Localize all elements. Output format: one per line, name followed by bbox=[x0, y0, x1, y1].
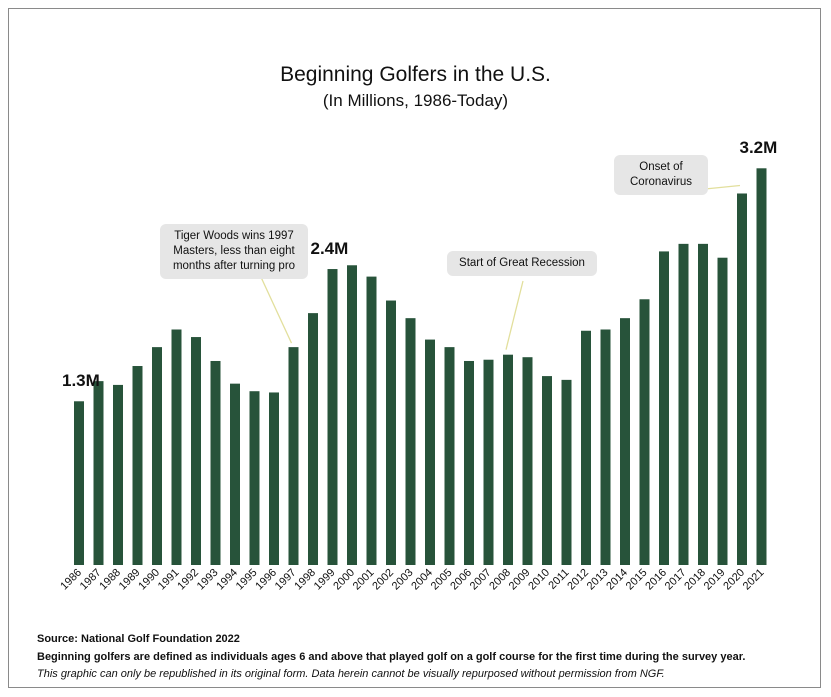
leader-line-1997 bbox=[259, 274, 293, 344]
x-tick-1994: 1994 bbox=[214, 567, 240, 593]
bar-2013 bbox=[600, 329, 611, 565]
bar-2010 bbox=[542, 376, 552, 565]
x-tick-labels: 1986198719881989199019911992199319941995… bbox=[58, 567, 766, 593]
x-tick-1986: 1986 bbox=[58, 567, 84, 593]
bar-2016 bbox=[659, 251, 669, 565]
x-tick-2014: 2014 bbox=[604, 567, 630, 593]
annotation-coronavirus: Onset of Coronavirus bbox=[614, 155, 708, 195]
x-tick-2001: 2001 bbox=[351, 567, 377, 593]
x-tick-1998: 1998 bbox=[292, 567, 318, 593]
leader-line-2008 bbox=[505, 280, 524, 350]
x-tick-2017: 2017 bbox=[663, 567, 689, 593]
annotation-great-recession: Start of Great Recession bbox=[447, 251, 597, 276]
bar-2002 bbox=[386, 300, 396, 565]
bar-1990 bbox=[152, 347, 162, 565]
x-tick-2019: 2019 bbox=[702, 567, 728, 593]
x-tick-2003: 2003 bbox=[390, 567, 416, 593]
x-tick-2004: 2004 bbox=[409, 567, 435, 593]
republish-note: This graphic can only be republished in … bbox=[37, 668, 665, 680]
x-tick-1993: 1993 bbox=[195, 567, 221, 593]
x-tick-2012: 2012 bbox=[565, 567, 591, 593]
bar-2000 bbox=[347, 265, 357, 565]
value-label-1999: 2.4M bbox=[310, 239, 349, 259]
x-tick-1996: 1996 bbox=[253, 567, 279, 593]
bar-2019 bbox=[717, 257, 728, 565]
x-tick-2016: 2016 bbox=[643, 567, 669, 593]
x-tick-2013: 2013 bbox=[585, 567, 611, 593]
x-tick-2011: 2011 bbox=[546, 567, 571, 592]
x-tick-2006: 2006 bbox=[448, 567, 474, 593]
chart-subtitle: (In Millions, 1986-Today) bbox=[322, 91, 509, 110]
bar-1999 bbox=[327, 269, 338, 565]
chart-title: Beginning Golfers in the U.S. bbox=[280, 63, 551, 86]
x-tick-1995: 1995 bbox=[234, 567, 260, 593]
x-tick-1988: 1988 bbox=[97, 567, 123, 593]
bar-2014 bbox=[620, 318, 630, 565]
bar-2017 bbox=[678, 243, 689, 565]
value-label-2021: 3.2M bbox=[739, 138, 778, 158]
bar-1998 bbox=[308, 313, 318, 565]
value-label-1986: 1.3M bbox=[62, 371, 100, 391]
definition-text: Beginning golfers are defined as individ… bbox=[37, 651, 746, 663]
x-tick-2020: 2020 bbox=[721, 567, 747, 593]
x-tick-1990: 1990 bbox=[136, 567, 162, 593]
x-tick-2009: 2009 bbox=[507, 567, 533, 593]
bar-2001 bbox=[366, 276, 377, 565]
bar-1996 bbox=[269, 392, 279, 565]
bar-2021 bbox=[756, 168, 767, 565]
bar-1989 bbox=[132, 366, 143, 565]
bar-2004 bbox=[425, 339, 435, 565]
bar-2006 bbox=[464, 360, 474, 565]
x-tick-2015: 2015 bbox=[624, 567, 650, 593]
annotation-tiger-woods: Tiger Woods wins 1997 Masters, less than… bbox=[160, 224, 308, 279]
bar-1992 bbox=[191, 337, 201, 565]
x-tick-2021: 2021 bbox=[741, 567, 767, 593]
x-tick-1989: 1989 bbox=[117, 567, 143, 593]
bar-2005 bbox=[444, 347, 455, 565]
x-tick-2018: 2018 bbox=[682, 567, 708, 593]
bar-2008 bbox=[503, 354, 513, 565]
x-tick-1987: 1987 bbox=[78, 567, 104, 593]
x-tick-1992: 1992 bbox=[175, 567, 201, 593]
bar-2009 bbox=[522, 357, 533, 565]
bar-1993 bbox=[210, 360, 221, 565]
x-tick-2007: 2007 bbox=[468, 567, 494, 593]
x-tick-2008: 2008 bbox=[487, 567, 513, 593]
bar-2011 bbox=[561, 379, 572, 565]
x-tick-2010: 2010 bbox=[526, 567, 552, 593]
bar-2018 bbox=[698, 243, 708, 565]
x-tick-1991: 1991 bbox=[156, 567, 182, 593]
bar-1986 bbox=[74, 401, 84, 565]
bar-2020 bbox=[737, 193, 747, 565]
bar-1995 bbox=[249, 391, 260, 565]
bar-1997 bbox=[288, 347, 299, 565]
bar-2012 bbox=[581, 330, 591, 565]
x-tick-2005: 2005 bbox=[429, 567, 455, 593]
bar-1987 bbox=[93, 381, 104, 565]
bar-2015 bbox=[639, 299, 650, 565]
bars-group bbox=[74, 168, 767, 565]
bar-2003 bbox=[405, 318, 416, 565]
x-tick-2000: 2000 bbox=[331, 567, 357, 593]
x-tick-2002: 2002 bbox=[370, 567, 396, 593]
x-tick-1997: 1997 bbox=[273, 567, 299, 593]
x-tick-1999: 1999 bbox=[312, 567, 338, 593]
bar-1991 bbox=[171, 329, 182, 565]
bar-2007 bbox=[483, 359, 494, 565]
bar-1988 bbox=[113, 384, 123, 565]
source-text: Source: National Golf Foundation 2022 bbox=[37, 633, 240, 645]
bar-1994 bbox=[230, 383, 240, 565]
